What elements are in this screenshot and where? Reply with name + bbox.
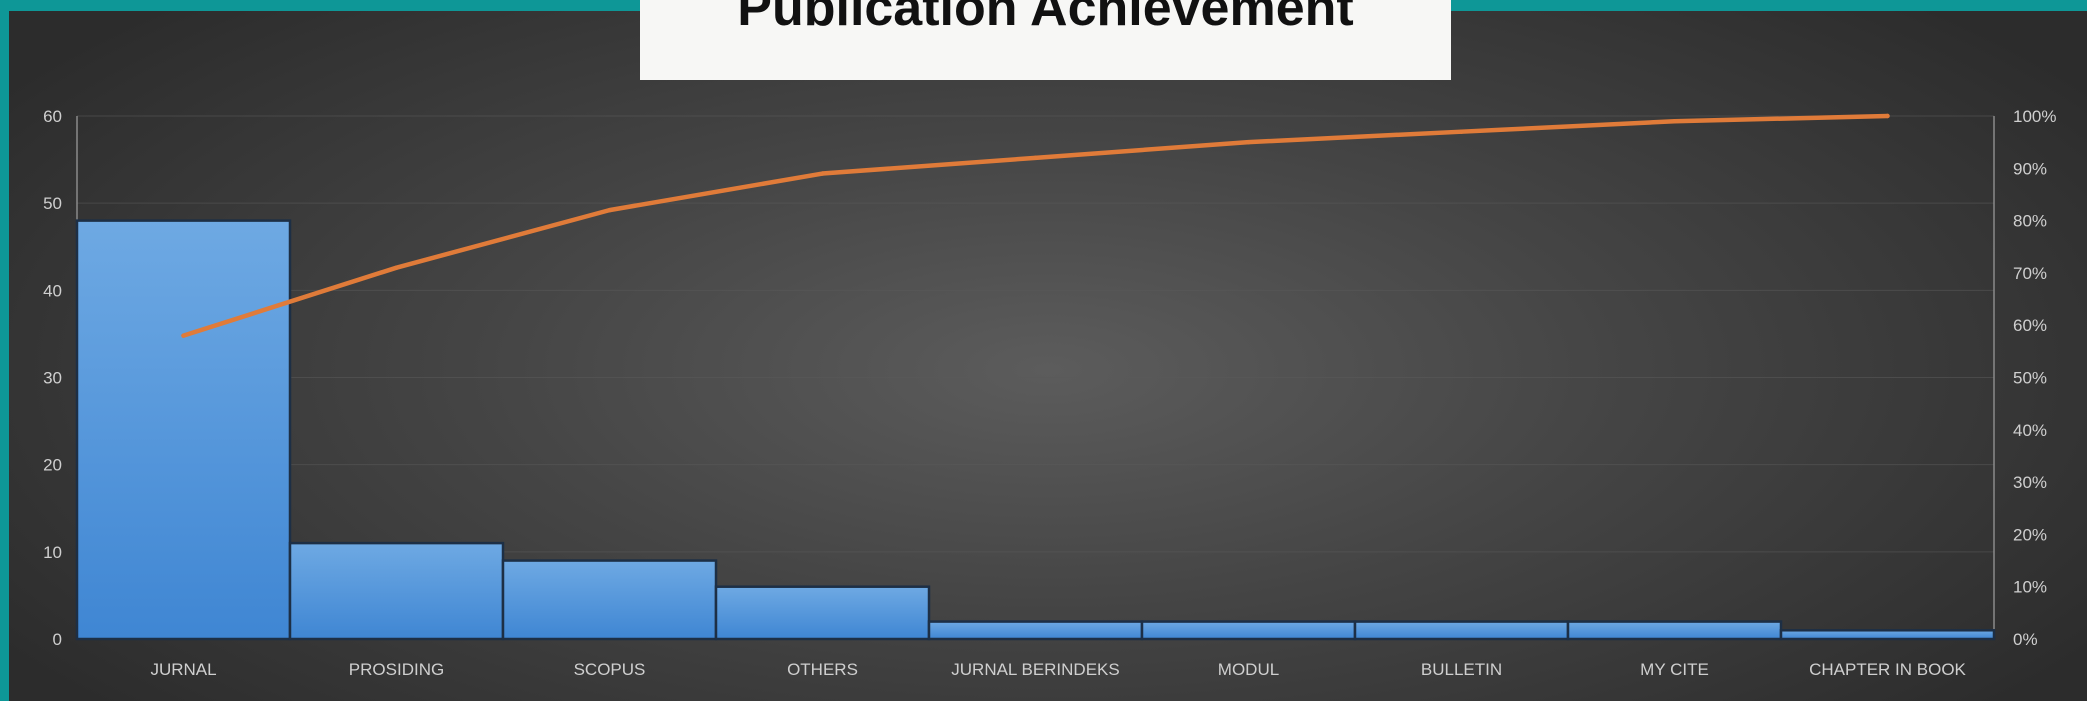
chart-title-box: Publication Achievement [640,0,1451,80]
bar [288,541,505,641]
y2-tick-label: 100% [2013,107,2056,126]
chart-title: Publication Achievement [737,0,1354,37]
line-point [607,207,612,213]
line-point [181,333,186,338]
bar [1353,620,1570,641]
line-point [1672,119,1677,124]
x-tick-label: PROSIDING [349,660,444,679]
cumulative-line-path [181,113,1890,338]
bar [501,559,718,641]
y-tick-label: 30 [43,369,62,388]
y2-tick-label: 80% [2013,212,2047,231]
x-tick-label: JURNAL BERINDEKS [951,660,1119,679]
y-tick-label: 50 [43,194,62,213]
bar [714,585,931,641]
line-point [1033,155,1038,161]
x-tick-label: OTHERS [787,660,858,679]
line-point [394,265,399,270]
line-point [1459,129,1464,134]
y-tick-label: 60 [43,107,62,126]
bar [1566,620,1783,641]
bar [1779,629,1996,641]
y2-tick-label: 20% [2013,525,2047,544]
x-tick-label: MODUL [1218,660,1279,679]
y-tick-label: 20 [43,456,62,475]
bar [927,620,1144,641]
bars [75,219,1996,641]
y2-tick-label: 10% [2013,578,2047,597]
line-point [820,171,825,176]
x-tick-label: CHAPTER IN BOOK [1809,660,1966,679]
line-point [1246,139,1251,145]
y2-tick-label: 0% [2013,630,2038,649]
bar [1140,620,1357,641]
bar [75,219,292,641]
y2-tick-label: 30% [2013,473,2047,492]
cumulative-line [181,113,1890,338]
line-point [1885,113,1890,119]
y-tick-label: 10 [43,543,62,562]
x-tick-label: BULLETIN [1421,660,1502,679]
labels: 0 10 20 30 40 50 60 0% 10% 20% 30% 40% 50% 60% 70% 80% 9… [43,107,2056,679]
x-tick-label: SCOPUS [574,660,646,679]
y-tick-label: 0 [53,630,62,649]
y2-tick-label: 70% [2013,264,2047,283]
gridlines [77,115,1994,553]
y2-tick-label: 90% [2013,159,2047,178]
x-tick-label: JURNAL [150,660,216,679]
x-tick-label: MY CITE [1640,660,1709,679]
y2-tick-label: 60% [2013,316,2047,335]
y-tick-label: 40 [43,281,62,300]
y2-tick-label: 40% [2013,421,2047,440]
y2-tick-label: 50% [2013,369,2047,388]
